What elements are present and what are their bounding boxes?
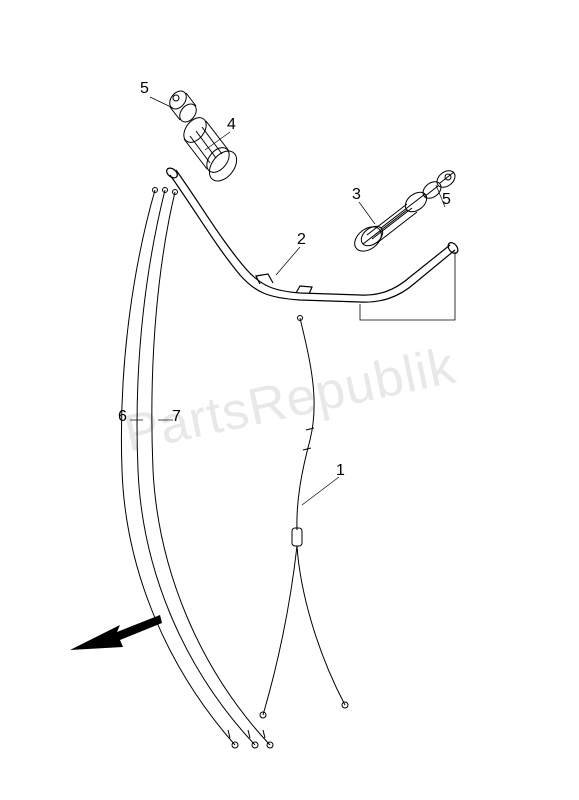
callout-4: 4 bbox=[227, 116, 236, 134]
bar-end-left bbox=[166, 88, 199, 125]
parts-diagram-svg bbox=[0, 0, 579, 800]
callout-lines bbox=[130, 97, 445, 505]
callout-7: 7 bbox=[172, 408, 181, 426]
cable-right bbox=[260, 316, 348, 719]
callout-5b: 5 bbox=[442, 191, 451, 209]
cables-left bbox=[121, 188, 273, 749]
grip-right bbox=[350, 188, 430, 256]
bar-end-right bbox=[420, 167, 458, 201]
callout-3: 3 bbox=[352, 186, 361, 204]
callout-5a: 5 bbox=[140, 80, 149, 98]
direction-arrow bbox=[70, 615, 162, 650]
handlebar bbox=[165, 166, 460, 302]
callout-6: 6 bbox=[118, 408, 127, 426]
callout-1: 1 bbox=[336, 462, 345, 480]
callout-2: 2 bbox=[297, 231, 306, 249]
